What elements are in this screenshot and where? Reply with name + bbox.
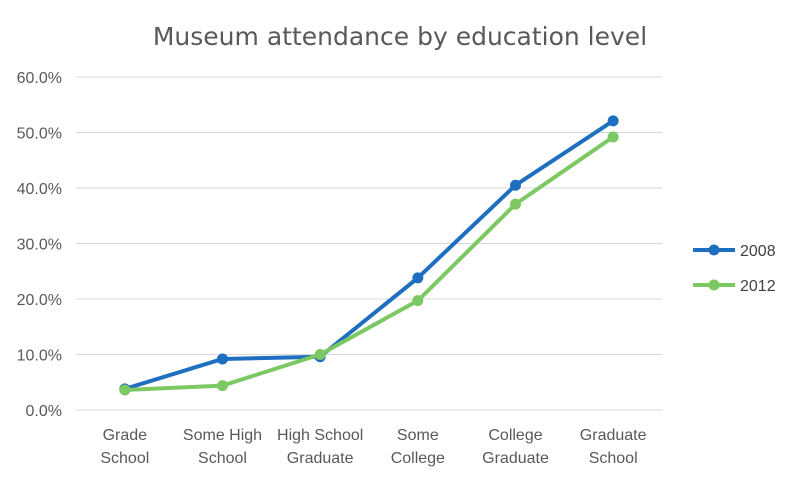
data-point-2008 xyxy=(412,272,424,284)
x-category-label: Some College xyxy=(391,427,445,467)
series-line-2008 xyxy=(122,118,616,391)
x-category-label-line: Graduate xyxy=(482,450,549,467)
x-category-label-line: College xyxy=(488,427,542,444)
x-category-label: High School Graduate xyxy=(277,427,363,467)
chart-title: Museum attendance by education level xyxy=(153,22,647,51)
legend-label-2012: 2012 xyxy=(740,278,776,295)
x-category-label: College Graduate xyxy=(482,427,549,467)
y-tick-label: 40.0% xyxy=(17,181,62,198)
x-category-label-line: Graduate xyxy=(580,427,647,444)
x-category-label-line: Graduate xyxy=(287,450,354,467)
data-point-2012 xyxy=(607,131,619,143)
data-point-2008 xyxy=(510,179,521,191)
data-point-2008 xyxy=(217,353,228,365)
data-point-2012 xyxy=(314,349,326,360)
gridlines xyxy=(76,76,662,411)
x-category-label: Grade School xyxy=(100,427,149,467)
legend-label-2008: 2008 xyxy=(740,243,776,260)
x-category-label-line: School xyxy=(100,450,149,467)
y-tick-label: 30.0% xyxy=(17,237,62,254)
data-point-2012 xyxy=(412,295,424,307)
data-point-2012 xyxy=(119,384,131,396)
x-category-label-line: Some High xyxy=(183,427,262,444)
data-point-2012 xyxy=(510,198,521,210)
y-tick-label: 20.0% xyxy=(17,292,62,309)
x-category-label-line: College xyxy=(391,450,445,467)
x-axis-category-labels: Grade School Some High School High School Gra… xyxy=(100,427,646,467)
y-tick-label: 50.0% xyxy=(17,126,62,143)
y-tick-label: 10.0% xyxy=(17,348,62,365)
series-lines xyxy=(119,115,619,396)
legend-marker-2008 xyxy=(708,244,720,256)
x-category-label-line: High School xyxy=(277,427,363,444)
data-point-2008 xyxy=(607,115,619,127)
legend: 2008 2012 xyxy=(693,243,776,295)
x-category-label: Some High School xyxy=(183,427,262,467)
x-category-label-line: Some xyxy=(397,427,439,444)
x-category-label: Graduate School xyxy=(580,427,647,467)
y-tick-label: 0.0% xyxy=(26,403,62,420)
x-category-label-line: School xyxy=(589,450,638,467)
x-category-label-line: Grade xyxy=(103,427,148,444)
y-tick-label: 60.0% xyxy=(17,70,62,87)
y-axis-tick-labels: 0.0% 10.0% 20.0% 30.0% 40.0% 50.0% 60.0% xyxy=(17,70,62,420)
legend-marker-2012 xyxy=(708,279,720,291)
data-point-2012 xyxy=(217,380,228,392)
series-line-2012 xyxy=(122,134,616,393)
x-category-label-line: School xyxy=(198,450,247,467)
